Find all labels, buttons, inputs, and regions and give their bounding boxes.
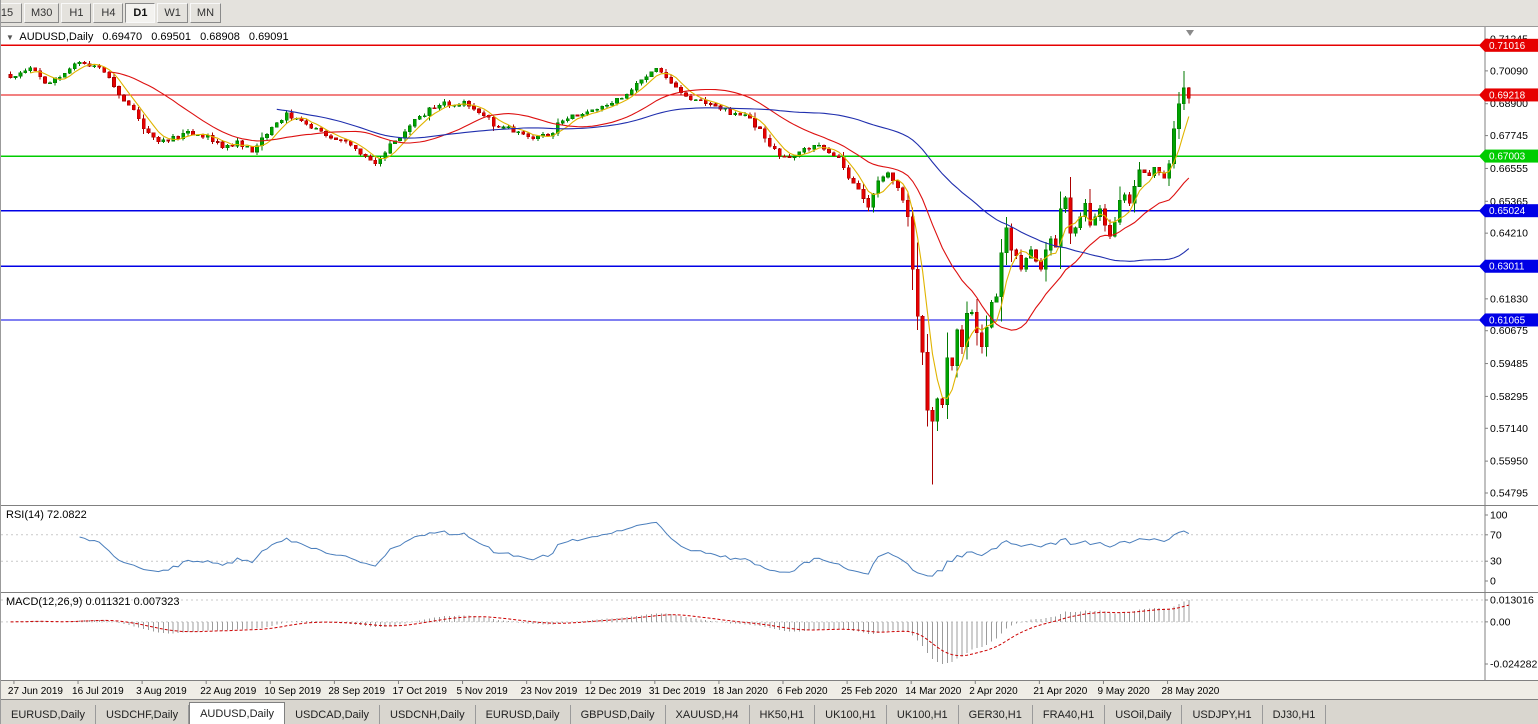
rsi-axis-label: 70	[1490, 529, 1502, 541]
chart-tab-bar: EURUSD,Daily USDCHF,Daily AUDUSD,Daily USDC…	[1, 699, 1538, 724]
chart-tab-usdjpy-h1[interactable]: USDJPY,H1	[1182, 705, 1263, 724]
rsi-panel[interactable]: 100 70 30 0	[1, 505, 1538, 592]
chart-tab-eurusd-daily[interactable]: EURUSD,Daily	[475, 705, 571, 724]
timeframe-button-m30[interactable]: M30	[24, 3, 60, 23]
chart-tab-gbpusd-daily[interactable]: GBPUSD,Daily	[570, 705, 666, 724]
time-axis-label: 25 Feb 2020	[841, 686, 898, 697]
price-level-tags: 0.71016 0.69218 0.67003 0.65024 0.63011 0.610…	[1479, 38, 1538, 327]
macd-axis-label: -0.024282	[1490, 659, 1537, 671]
chart-tab-uk100-h1[interactable]: UK100,H1	[886, 705, 959, 724]
price-tag-label: 0.67003	[1489, 152, 1526, 163]
time-axis-label: 27 Jun 2019	[8, 686, 63, 697]
rsi-axis-label: 0	[1490, 576, 1496, 588]
chart-tab-dj30-h1[interactable]: DJ30,H1	[1262, 705, 1327, 724]
time-axis-label: 18 Jan 2020	[713, 686, 768, 697]
timeframe-toolbar: 15 M30 H1 H4 D1 W1 MN	[1, 0, 1538, 27]
time-axis-label: 17 Oct 2019	[392, 686, 447, 697]
price-tick-label: 0.60675	[1490, 325, 1528, 337]
timeframe-button-w1[interactable]: W1	[157, 3, 188, 23]
time-axis-label: 12 Dec 2019	[585, 686, 642, 697]
time-axis-label: 9 May 2020	[1097, 686, 1150, 697]
price-tick-label: 0.59485	[1490, 358, 1528, 370]
time-axis[interactable]: 27 Jun 2019 16 Jul 2019 3 Aug 2019 22 Aug 2…	[1, 680, 1538, 699]
timeframe-button-15[interactable]: 15	[1, 3, 22, 23]
chart-tab-usdcad-daily[interactable]: USDCAD,Daily	[285, 705, 381, 724]
time-axis-label: 2 Apr 2020	[969, 686, 1018, 697]
price-tag-label: 0.61065	[1489, 315, 1526, 326]
time-axis-label: 23 Nov 2019	[521, 686, 578, 697]
price-tick-label: 0.58295	[1490, 391, 1528, 403]
price-tick-label: 0.64210	[1490, 228, 1528, 240]
time-axis-label: 21 Apr 2020	[1033, 686, 1087, 697]
time-axis-label: 10 Sep 2019	[264, 686, 321, 697]
chart-tab-fra40-h1[interactable]: FRA40,H1	[1032, 705, 1106, 724]
time-axis-label: 28 Sep 2019	[328, 686, 385, 697]
chart-tab-usdchf-daily[interactable]: USDCHF,Daily	[95, 705, 190, 724]
rsi-axis-label: 30	[1490, 556, 1502, 568]
timeframe-button-h1[interactable]: H1	[61, 3, 92, 23]
time-axis-label: 28 May 2020	[1162, 686, 1220, 697]
macd-panel[interactable]: 0.013016 0.00 -0.024282	[1, 592, 1538, 680]
price-tag-label: 0.71016	[1489, 41, 1526, 52]
chart-tab-ger30-h1[interactable]: GER30,H1	[958, 705, 1033, 724]
price-tag-label: 0.63011	[1489, 262, 1525, 273]
timeframe-button-mn[interactable]: MN	[189, 3, 222, 23]
time-axis-label: 16 Jul 2019	[72, 686, 124, 697]
moving-average-lines	[30, 63, 1190, 400]
chart-tab-usdcnh-daily[interactable]: USDCNH,Daily	[380, 705, 476, 724]
time-axis-label: 31 Dec 2019	[649, 686, 706, 697]
price-tag-label: 0.69218	[1489, 90, 1526, 101]
time-axis-label: 5 Nov 2019	[457, 686, 509, 697]
time-axis-label: 22 Aug 2019	[200, 686, 257, 697]
chart-tab-hk50-h1[interactable]: HK50,H1	[749, 705, 816, 724]
price-chart[interactable]: 0.712450.700900.689000.677450.665550.653…	[1, 27, 1538, 505]
price-tick-label: 0.66555	[1490, 163, 1528, 175]
time-axis-label: 3 Aug 2019	[136, 686, 187, 697]
price-tick-label: 0.55950	[1490, 456, 1528, 468]
timeframe-button-h4[interactable]: H4	[93, 3, 124, 23]
rsi-line	[79, 521, 1190, 577]
macd-axis-label: 0.013016	[1490, 595, 1534, 607]
chart-tab-usoil-daily[interactable]: USOil,Daily	[1105, 705, 1183, 724]
chart-tab-eurusd-daily[interactable]: EURUSD,Daily	[1, 705, 96, 724]
chart-tab-uk100-h1[interactable]: UK100,H1	[815, 705, 887, 724]
rsi-axis-label: 100	[1490, 510, 1508, 522]
price-tick-label: 0.70090	[1490, 65, 1528, 77]
time-axis-label: 14 Mar 2020	[905, 686, 962, 697]
chart-tab-audusd-daily[interactable]: AUDUSD,Daily	[189, 702, 286, 724]
price-tick-label: 0.67745	[1490, 130, 1528, 142]
chart-shift-marker-icon[interactable]	[1186, 30, 1194, 36]
time-axis-label: 6 Feb 2020	[777, 686, 828, 697]
chart-tab-xauusd-h4[interactable]: XAUUSD,H4	[665, 705, 750, 724]
price-tag-label: 0.65024	[1489, 206, 1526, 217]
price-tick-label: 0.54795	[1490, 488, 1528, 500]
macd-histogram	[14, 600, 1190, 664]
macd-signal-line	[10, 604, 1189, 657]
price-tick-label: 0.61830	[1490, 293, 1528, 305]
timeframe-button-d1[interactable]: D1	[125, 3, 156, 23]
price-tick-label: 0.57140	[1490, 423, 1528, 435]
macd-axis-label: 0.00	[1490, 616, 1511, 628]
chart-area[interactable]: 0.712450.700900.689000.677450.665550.653…	[1, 27, 1538, 699]
